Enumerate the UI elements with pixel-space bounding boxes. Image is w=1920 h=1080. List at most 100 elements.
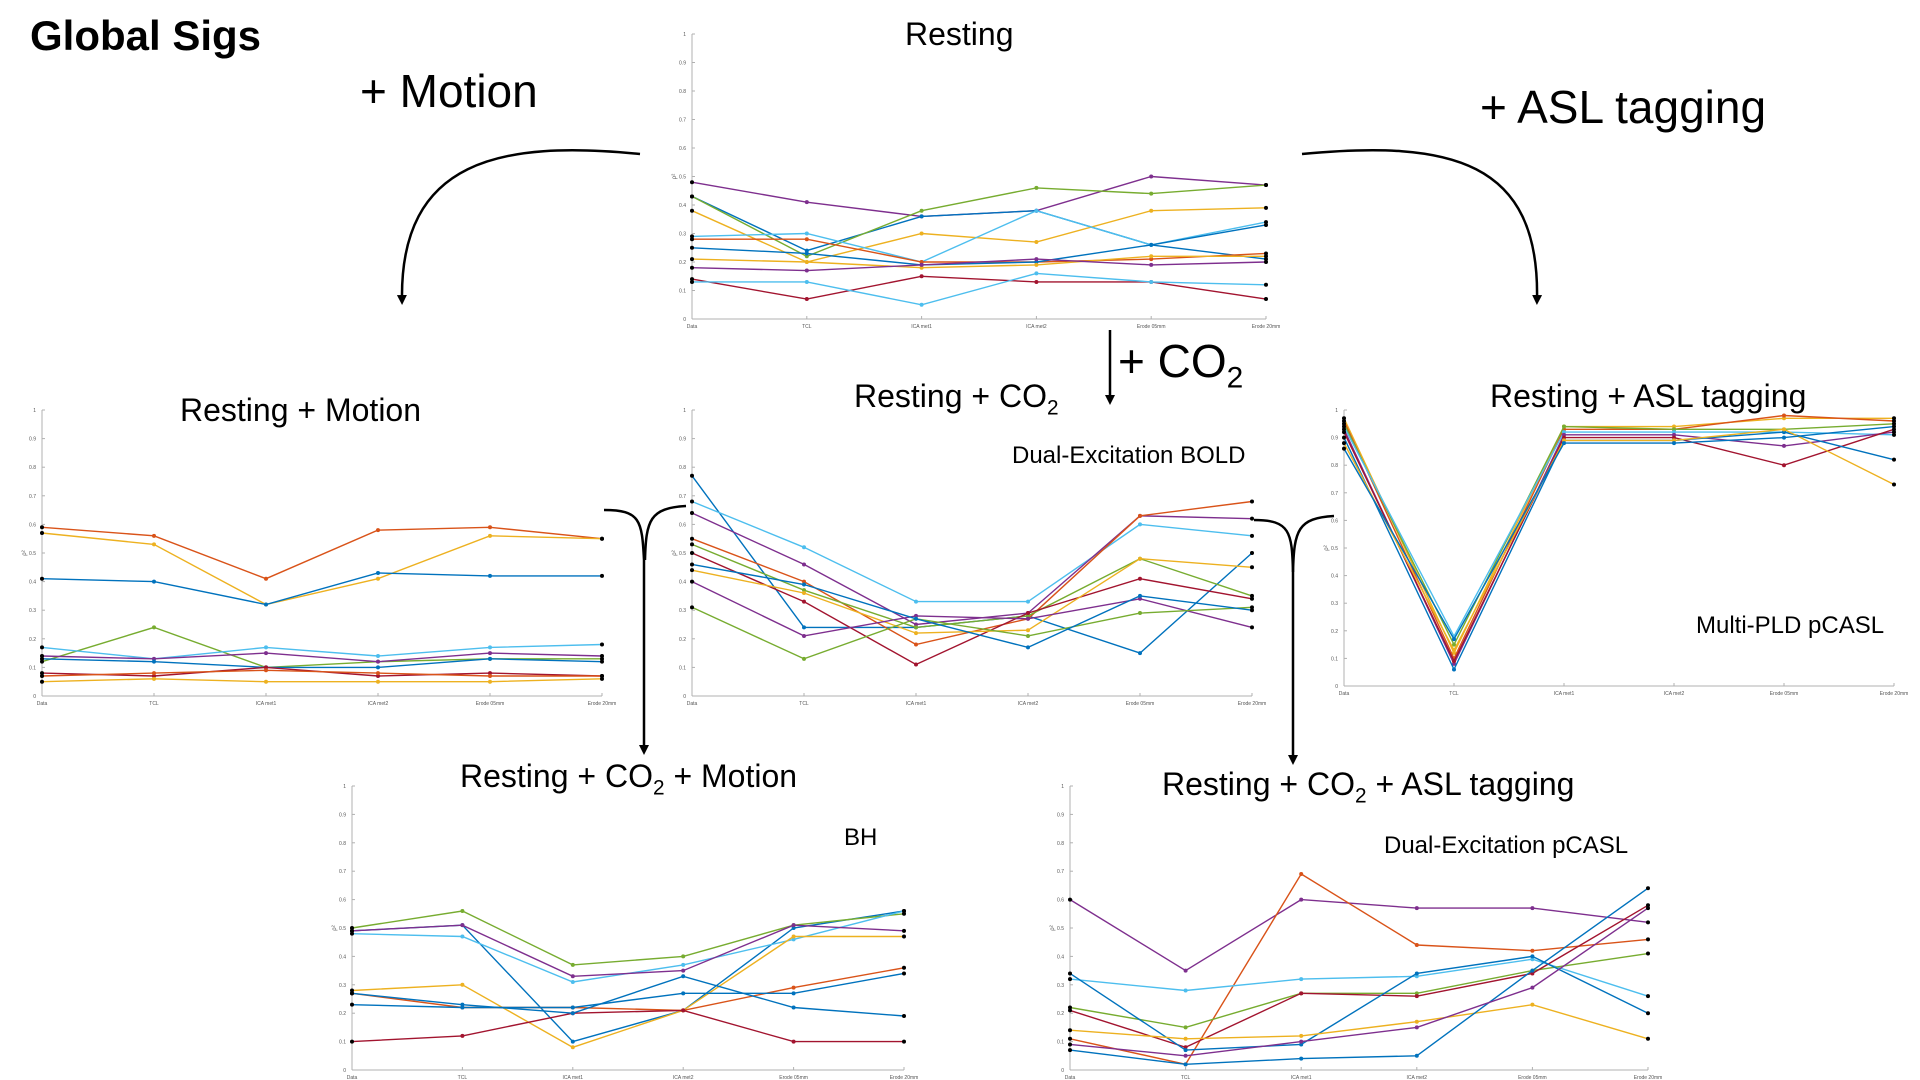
data-point-s9-4 [1034, 257, 1039, 262]
data-point-s7-5 [1138, 556, 1142, 561]
x-tick-label: ICA met2 [368, 701, 389, 707]
data-point-s3-4 [681, 962, 686, 967]
x-tick-label: Erode 05mm [779, 1075, 808, 1080]
data-point-s8-5 [1782, 427, 1786, 432]
series-line-5 [41, 643, 603, 660]
data-point-s9-2 [1183, 1053, 1188, 1058]
data-point-s5-3 [1299, 991, 1304, 996]
data-point-s3-2 [1452, 642, 1456, 647]
data-point-s6-5 [1149, 257, 1154, 262]
chart-title-resting-co2: Resting + CO2 [854, 378, 1059, 418]
data-point-s1-4 [1414, 906, 1419, 911]
data-point-s6-4 [1026, 611, 1030, 616]
data-point-s6-2 [1452, 659, 1456, 664]
data-point-s8-1 [1068, 1048, 1072, 1053]
series-line-8 [1343, 428, 1895, 652]
data-point-s9-2 [802, 656, 806, 661]
chart-title-resting-co2-asl: Resting + CO2 + ASL tagging [1162, 766, 1574, 806]
x-tick-label: ICA met1 [906, 701, 927, 707]
data-point-s5-6 [1250, 593, 1254, 598]
y-axis-label: ρ² [1050, 925, 1056, 930]
y-tick-label: 0.2 [339, 1011, 346, 1017]
data-point-s3-1 [690, 510, 694, 515]
x-tick-label: Erode 20mm [1252, 324, 1281, 330]
data-point-s8-3 [264, 665, 268, 670]
data-point-s2-5 [1782, 413, 1786, 418]
data-point-s1-6 [1892, 416, 1896, 421]
data-point-s7-6 [1646, 1036, 1650, 1041]
data-point-s2-1 [690, 499, 694, 504]
data-point-s6-3 [1299, 1042, 1304, 1047]
y-tick-label: 0.7 [679, 118, 686, 124]
y-tick-label: 1 [683, 408, 686, 414]
series-line-9 [1343, 425, 1895, 641]
data-point-s8-6 [1892, 482, 1896, 487]
data-point-s1-1 [690, 473, 694, 478]
data-point-s7-3 [1299, 1033, 1304, 1038]
data-point-s10-6 [1264, 297, 1268, 302]
data-point-s11-5 [1149, 279, 1154, 284]
data-point-s10-2 [804, 297, 809, 302]
data-point-s9-4 [376, 671, 380, 676]
x-tick-label: ICA met2 [1026, 324, 1047, 330]
data-point-s2-6 [600, 536, 604, 541]
y-tick-label: 0.7 [29, 494, 36, 500]
x-tick-label: Erode 20mm [1634, 1075, 1663, 1080]
data-point-s7-2 [1452, 667, 1456, 672]
data-point-s2-4 [1414, 943, 1419, 948]
data-point-s1-5 [1149, 174, 1154, 179]
data-point-s3-3 [1562, 424, 1566, 429]
x-tick-label: TCL [1181, 1075, 1191, 1080]
y-tick-label: 1 [1061, 784, 1064, 790]
data-point-s2-6 [1250, 533, 1254, 538]
data-point-s10-3 [919, 274, 924, 279]
x-tick-label: ICA met1 [1554, 691, 1575, 697]
data-point-s3-3 [1299, 977, 1304, 982]
data-point-s10-6 [600, 676, 604, 681]
data-point-s2-1 [350, 926, 354, 930]
data-point-s10-2 [152, 676, 156, 681]
series-line-2 [1069, 873, 1649, 1066]
data-point-s8-2 [460, 1033, 465, 1038]
data-point-s4-4 [1672, 430, 1676, 435]
data-point-s6-2 [804, 237, 809, 242]
y-axis-label: ρ² [672, 174, 678, 179]
x-tick-label: ICA met2 [1664, 691, 1685, 697]
data-point-s5-4 [1414, 994, 1419, 999]
data-point-s6-6 [600, 653, 604, 658]
data-point-s3-6 [1892, 421, 1896, 426]
data-point-s9-1 [690, 265, 694, 270]
data-point-s5-6 [1892, 430, 1896, 435]
chart-title-resting-asl: Resting + ASL tagging [1490, 378, 1807, 414]
data-point-s4-6 [1250, 499, 1254, 504]
data-point-s4-1 [690, 536, 694, 541]
data-point-s7-4 [681, 991, 686, 996]
y-tick-label: 0.6 [29, 522, 36, 528]
data-point-s4-6 [600, 656, 604, 661]
data-point-s9-1 [40, 673, 44, 678]
y-tick-label: 0.7 [1331, 491, 1338, 497]
series-line-8 [351, 1009, 904, 1043]
data-point-s5-1 [1068, 1008, 1072, 1013]
data-point-s8-6 [902, 1039, 906, 1044]
data-point-s9-6 [1250, 605, 1254, 610]
data-point-s5-2 [460, 982, 465, 987]
data-point-s6-5 [791, 985, 796, 990]
y-tick-label: 0.1 [1331, 656, 1338, 662]
data-point-s1-1 [1342, 416, 1346, 421]
data-point-s8-5 [1149, 254, 1154, 259]
x-tick-label: Data [1339, 691, 1350, 697]
y-tick-label: 1 [343, 784, 346, 790]
data-point-s8-1 [40, 671, 44, 676]
chart-title-resting-motion: Resting + Motion [180, 392, 422, 428]
data-point-s7-4 [1414, 1019, 1419, 1024]
data-point-s2-4 [1026, 599, 1030, 604]
data-point-s11-3 [919, 302, 924, 307]
data-point-s1-2 [152, 533, 156, 538]
series-line-10 [691, 563, 1253, 649]
y-tick-label: 1 [683, 32, 686, 38]
y-tick-label: 0.1 [29, 665, 36, 671]
